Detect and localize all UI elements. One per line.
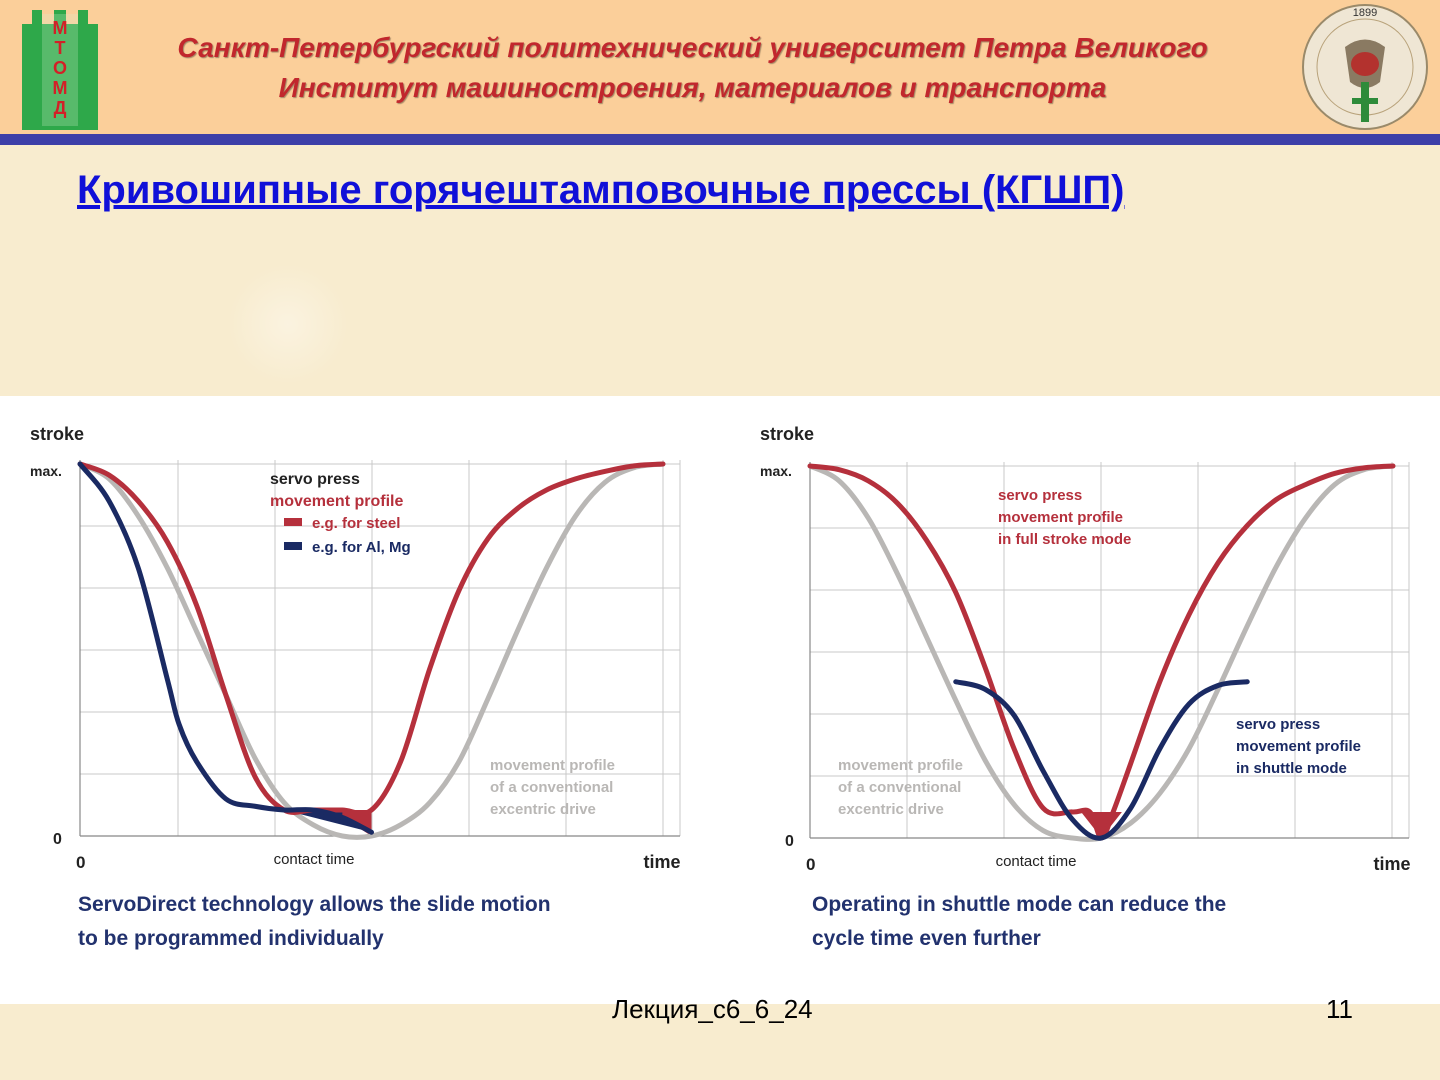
chart-caption: to be programmed individually: [78, 927, 384, 950]
legend-item-label: e.g. for steel: [312, 515, 400, 532]
y-tick-label: 0: [785, 833, 794, 850]
contact-time-label: contact time: [274, 851, 355, 868]
full-stroke-contact-area: [1101, 811, 1122, 838]
y-tick-label: 0: [53, 831, 62, 848]
header-bar: [0, 0, 1440, 134]
chart-annotation: in full stroke mode: [998, 531, 1131, 548]
chart-annotation: servo press: [1236, 716, 1320, 733]
full-stroke-contact-area: [1081, 811, 1102, 838]
chart-annotation: servo press: [998, 487, 1082, 504]
page-number: 11: [1326, 994, 1353, 1024]
chart-caption: cycle time even further: [812, 927, 1041, 950]
contact-time-label: contact time: [996, 853, 1077, 870]
legend-swatch: [284, 542, 302, 550]
university-name: Санкт-Петербургский политехнический унив…: [177, 32, 1208, 63]
series-line: [77, 461, 666, 840]
y-tick-label: max.: [760, 463, 792, 479]
lecture-label: Лекция_с6_6_24: [612, 994, 813, 1024]
header-divider: [0, 134, 1440, 145]
chart-panel: [0, 396, 1440, 1004]
chart-annotation: excentric drive: [838, 801, 944, 818]
chart-annotation: movement profile: [838, 757, 963, 774]
legend-title: servo press: [270, 471, 360, 488]
legend-item-label: e.g. for Al, Mg: [312, 539, 411, 556]
chart-annotation: of a conventional: [838, 779, 961, 796]
institute-name: Институт машиностроения, материалов и тр…: [278, 72, 1107, 103]
conventional-annotation: excentric drive: [490, 801, 596, 818]
y-axis-label: stroke: [30, 424, 84, 444]
page-title: Кривошипные горячештамповочные прессы (К…: [77, 168, 1125, 212]
logo-letter: М: [53, 78, 68, 98]
x-tick-label: 0: [76, 853, 85, 872]
series-line: [77, 461, 666, 817]
series-line: [953, 679, 1250, 841]
x-axis-label: time: [643, 852, 680, 872]
legend-swatch: [284, 518, 302, 526]
conventional-annotation: movement profile: [490, 757, 615, 774]
series-line: [77, 461, 374, 835]
x-tick-label: 0: [806, 855, 815, 874]
chart-annotation: movement profile: [1236, 738, 1361, 755]
spbpu-emblem: 1899: [1302, 4, 1428, 130]
chart-annotation: in shuttle mode: [1236, 760, 1347, 777]
emblem-year: 1899: [1353, 7, 1377, 19]
y-axis-label: stroke: [760, 424, 814, 444]
logo-letter: Д: [54, 98, 67, 118]
chart-annotation: movement profile: [998, 509, 1123, 526]
mtomd-logo: [22, 10, 98, 130]
logo-letter: О: [53, 58, 67, 78]
logo-letter: М: [53, 18, 68, 38]
chart-caption: Operating in shuttle mode can reduce the: [812, 893, 1226, 916]
conventional-annotation: of a conventional: [490, 779, 613, 796]
chart-caption: ServoDirect technology allows the slide …: [78, 893, 551, 916]
y-tick-label: max.: [30, 463, 62, 479]
x-axis-label: time: [1373, 854, 1410, 874]
logo-letter: Т: [55, 38, 66, 58]
legend-subtitle: movement profile: [270, 493, 403, 510]
